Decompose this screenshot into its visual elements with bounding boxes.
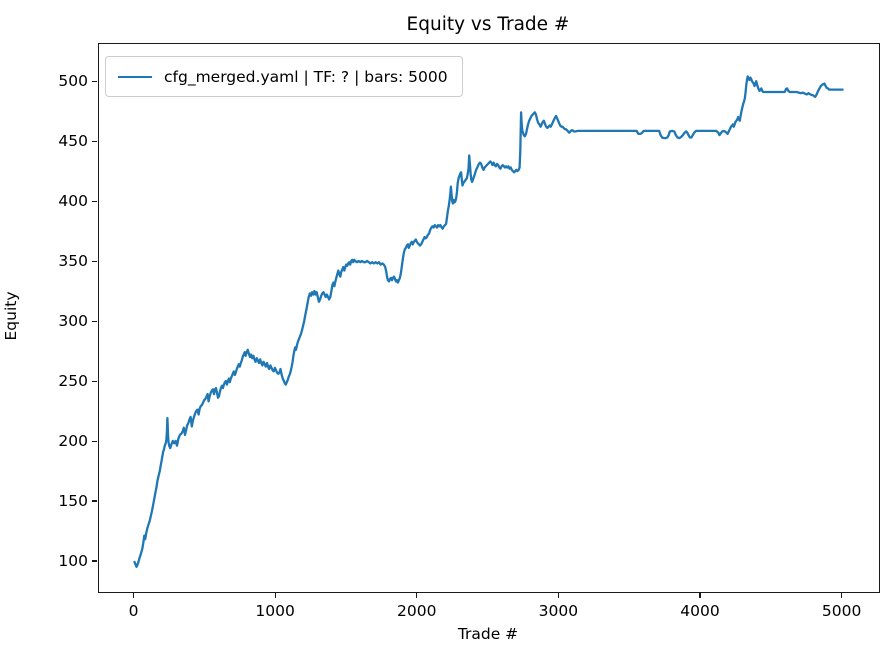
y-tick-mark [91,200,97,202]
y-tick-mark [91,440,97,442]
x-tick-mark [416,592,418,598]
x-tick-mark [557,592,559,598]
x-tick-mark [699,592,701,598]
y-axis-label: Equity [2,291,20,341]
x-axis-label: Trade # [457,625,519,643]
x-tick-mark [274,592,276,598]
chart-title: Equity vs Trade # [406,14,570,35]
y-tick-mark [91,380,97,382]
x-tick-label: 2000 [397,602,437,620]
x-tick-mark [841,592,843,598]
y-tick-label: 350 [58,251,88,270]
y-tick-label: 500 [58,71,88,90]
y-tick-label: 450 [58,131,88,150]
y-tick-mark [91,560,97,562]
legend-label: cfg_merged.yaml | TF: ? | bars: 5000 [164,67,448,86]
y-tick-label: 300 [58,311,88,330]
legend: cfg_merged.yaml | TF: ? | bars: 5000 [105,56,463,97]
y-tick-label: 200 [58,431,88,450]
x-tick-label: 0 [128,602,139,620]
y-tick-label: 100 [58,551,88,570]
plot-area [98,43,880,593]
x-tick-label: 3000 [538,602,579,620]
y-tick-label: 400 [58,191,88,210]
y-tick-mark [91,260,97,262]
y-tick-mark [91,320,97,322]
y-tick-mark [91,500,97,502]
x-tick-label: 4000 [680,602,720,620]
y-tick-label: 250 [58,371,88,390]
x-tick-mark [132,592,135,598]
y-tick-mark [91,140,97,142]
equity-curve-line [133,75,844,568]
legend-line-sample [118,75,152,78]
plot-svg [133,75,844,568]
y-tick-mark [91,80,97,82]
x-tick-label: 5000 [821,602,862,620]
x-tick-label: 1000 [255,602,295,620]
y-tick-label: 150 [58,491,88,510]
